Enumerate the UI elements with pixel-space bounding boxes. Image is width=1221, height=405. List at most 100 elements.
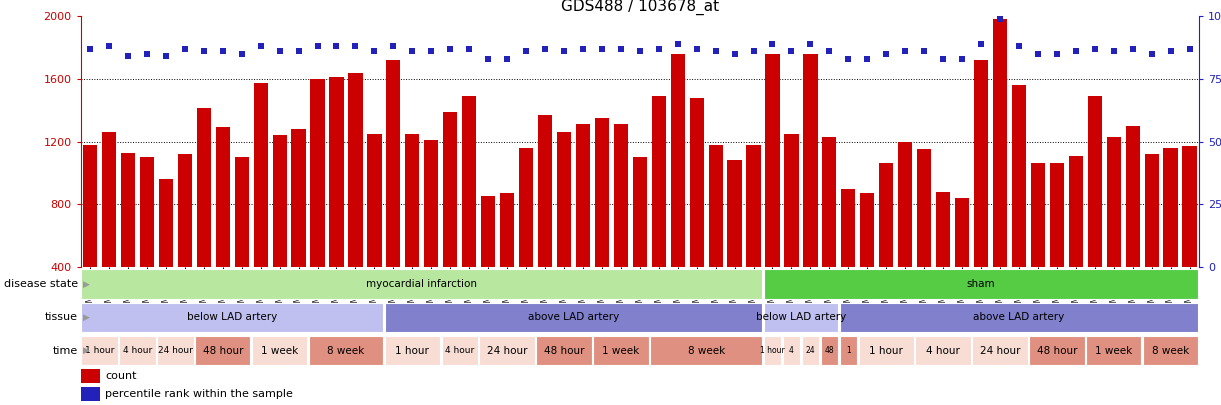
Point bbox=[630, 48, 650, 55]
Point bbox=[459, 45, 479, 52]
Point bbox=[99, 43, 118, 49]
Bar bbox=[82, 269, 762, 299]
Bar bbox=[974, 60, 988, 330]
Bar bbox=[254, 83, 267, 330]
Text: ▶: ▶ bbox=[83, 279, 90, 289]
Point bbox=[289, 48, 309, 55]
Point bbox=[819, 48, 839, 55]
Bar bbox=[1068, 156, 1083, 330]
Bar bbox=[82, 303, 383, 332]
Point bbox=[497, 55, 516, 62]
Point bbox=[194, 48, 214, 55]
Bar bbox=[216, 128, 230, 330]
Bar bbox=[822, 137, 836, 330]
Point bbox=[137, 51, 156, 57]
Point bbox=[1085, 45, 1105, 52]
Bar bbox=[860, 193, 874, 330]
Bar bbox=[764, 336, 781, 365]
Bar bbox=[708, 145, 723, 330]
Bar bbox=[1050, 164, 1063, 330]
Text: disease state: disease state bbox=[4, 279, 78, 289]
Point bbox=[1048, 51, 1067, 57]
Bar bbox=[1085, 336, 1142, 365]
Bar bbox=[670, 54, 685, 330]
Point bbox=[383, 43, 403, 49]
Text: 48 hour: 48 hour bbox=[543, 345, 584, 356]
Bar bbox=[1164, 148, 1178, 330]
Bar bbox=[481, 196, 496, 330]
Bar bbox=[840, 303, 1198, 332]
Text: 1: 1 bbox=[846, 346, 851, 355]
Text: 4 hour: 4 hour bbox=[123, 346, 153, 355]
Bar bbox=[158, 336, 194, 365]
Bar bbox=[310, 79, 325, 330]
Bar bbox=[899, 142, 912, 330]
Bar bbox=[937, 192, 950, 330]
Point bbox=[1028, 51, 1048, 57]
Bar bbox=[234, 157, 249, 330]
Bar bbox=[1106, 137, 1121, 330]
Bar bbox=[879, 164, 894, 330]
Point bbox=[763, 40, 783, 47]
Bar bbox=[766, 54, 779, 330]
Point bbox=[516, 48, 536, 55]
Point bbox=[365, 48, 385, 55]
Bar bbox=[405, 134, 420, 330]
Text: 24 hour: 24 hour bbox=[487, 345, 527, 356]
Point bbox=[250, 43, 270, 49]
Text: 8 week: 8 week bbox=[687, 345, 725, 356]
Point bbox=[270, 48, 289, 55]
Bar bbox=[1088, 96, 1101, 330]
Bar bbox=[650, 336, 762, 365]
Point bbox=[915, 48, 934, 55]
Text: time: time bbox=[53, 345, 78, 356]
Text: below LAD artery: below LAD artery bbox=[756, 312, 846, 322]
Bar bbox=[595, 118, 609, 330]
Bar bbox=[1144, 154, 1159, 330]
Point bbox=[441, 45, 460, 52]
Point bbox=[857, 55, 877, 62]
Bar bbox=[614, 124, 628, 330]
Bar bbox=[272, 135, 287, 330]
Text: 1 week: 1 week bbox=[261, 345, 298, 356]
Text: 1 week: 1 week bbox=[602, 345, 640, 356]
Bar bbox=[840, 336, 857, 365]
Point bbox=[232, 51, 252, 57]
Bar bbox=[576, 124, 590, 330]
Bar bbox=[821, 336, 838, 365]
Text: 48: 48 bbox=[824, 346, 834, 355]
Point bbox=[308, 43, 327, 49]
Bar bbox=[83, 145, 98, 330]
Point bbox=[346, 43, 365, 49]
Point bbox=[421, 48, 441, 55]
Point bbox=[668, 40, 687, 47]
Bar bbox=[443, 112, 458, 330]
Bar bbox=[519, 148, 534, 330]
Bar bbox=[1182, 146, 1197, 330]
Point bbox=[535, 45, 554, 52]
Text: 4 hour: 4 hour bbox=[446, 346, 474, 355]
Point bbox=[81, 45, 100, 52]
Bar bbox=[536, 336, 592, 365]
Point bbox=[592, 45, 612, 52]
Bar bbox=[252, 336, 308, 365]
Point bbox=[403, 48, 422, 55]
Bar bbox=[120, 336, 155, 365]
Bar bbox=[81, 369, 100, 384]
Point bbox=[1123, 45, 1143, 52]
Bar bbox=[424, 140, 438, 330]
Bar bbox=[632, 157, 647, 330]
Text: 8 week: 8 week bbox=[1151, 345, 1189, 356]
Bar bbox=[1126, 126, 1139, 330]
Bar bbox=[159, 179, 173, 330]
Bar bbox=[348, 72, 363, 330]
Point bbox=[781, 48, 801, 55]
Bar bbox=[557, 132, 571, 330]
Text: 48 hour: 48 hour bbox=[1037, 345, 1077, 356]
Point bbox=[479, 55, 498, 62]
Bar bbox=[538, 115, 552, 330]
Bar bbox=[386, 60, 400, 330]
Bar bbox=[442, 336, 477, 365]
Point bbox=[1142, 51, 1161, 57]
Text: 24 hour: 24 hour bbox=[158, 346, 193, 355]
